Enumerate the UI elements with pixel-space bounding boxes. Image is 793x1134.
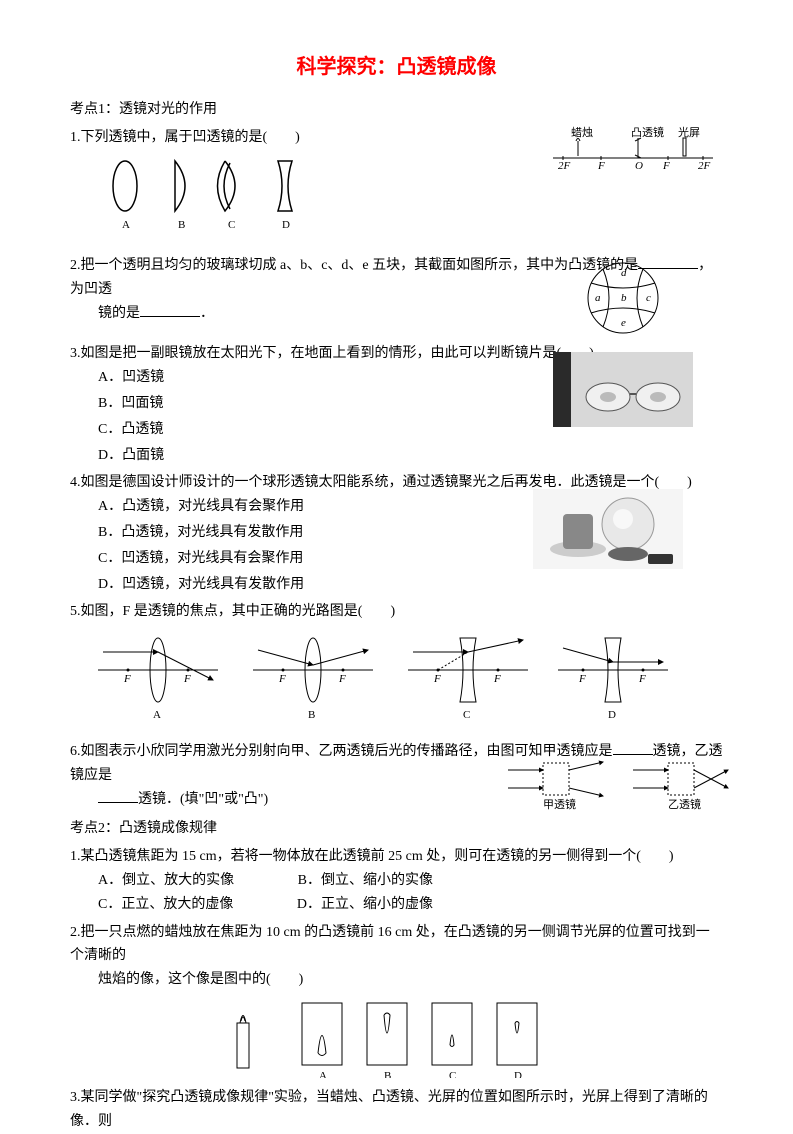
label-lens: 凸透镜 xyxy=(631,126,664,139)
t1-q4: 4.如图是德国设计师设计的一个球形透镜太阳能系统，通过透镜聚光之后再发电．此透镜… xyxy=(70,471,723,596)
svg-text:C: C xyxy=(463,709,470,721)
t2-q2: 2.把一只点燃的蜡烛放在焦距为 10 cm 的凸透镜前 16 cm 处，在凸透镜… xyxy=(70,921,723,1078)
page-title: 科学探究：凸透镜成像 xyxy=(70,50,723,84)
svg-text:C: C xyxy=(228,219,235,231)
t1-q5: 5.如图，F 是透镜的焦点，其中正确的光路图是( ) F F A F F B xyxy=(70,600,723,736)
svg-text:C: C xyxy=(449,1070,456,1078)
t1-q6-text-c: 透镜．(填"凹"或"凸") xyxy=(138,792,268,807)
topic2-head: 考点2：凸透镜成像规律 xyxy=(70,817,723,841)
t1-q4-opt-d: D．凹透镜，对光线具有发散作用 xyxy=(98,573,723,597)
blank xyxy=(140,303,200,317)
svg-text:F: F xyxy=(123,673,131,685)
svg-text:c: c xyxy=(646,292,651,304)
svg-text:F: F xyxy=(638,673,646,685)
t1-q3: 3.如图是把一副眼镜放在太阳光下，在地面上看到的情形，由此可以判断镜片是( ) … xyxy=(70,342,723,467)
two-lens-rays: 甲透镜 乙透镜 xyxy=(503,758,733,813)
optical-bench-diagram: 蜡烛 凸透镜 光屏 2F F O F 2F xyxy=(543,126,723,176)
svg-text:B: B xyxy=(178,219,185,231)
svg-text:F: F xyxy=(662,160,670,172)
t2-q2-text-b: 烛焰的像，这个像是图中的( ) xyxy=(98,972,303,987)
svg-text:F: F xyxy=(493,673,501,685)
label-screen: 光屏 xyxy=(678,126,700,139)
t2-q1-opt-b: B．倒立、缩小的实像 xyxy=(298,869,433,893)
sphere-lens-photo xyxy=(533,489,683,569)
svg-text:乙透镜: 乙透镜 xyxy=(668,797,701,811)
blank xyxy=(98,789,138,803)
five-candle-images: A B C D xyxy=(217,998,577,1078)
four-lens-shapes: A B C D xyxy=(100,156,330,236)
svg-text:D: D xyxy=(608,709,616,721)
svg-text:a: a xyxy=(595,292,601,304)
t2-q1-opt-a: A．倒立、放大的实像 xyxy=(98,869,234,893)
svg-text:A: A xyxy=(153,709,161,721)
svg-text:A: A xyxy=(319,1070,327,1078)
svg-text:F: F xyxy=(278,673,286,685)
t1-q6: 6.如图表示小欣同学用激光分别射向甲、乙两透镜后光的传播路径，由图可知甲透镜应是… xyxy=(70,740,723,811)
svg-text:F: F xyxy=(578,673,586,685)
t1-q2: 2.把一个透明且均匀的玻璃球切成 a、b、c、d、e 五块，其截面如图所示，其中… xyxy=(70,254,723,338)
t1-q2-text-a: 2.把一个透明且均匀的玻璃球切成 a、b、c、d、e 五块，其截面如图所示，其中… xyxy=(70,258,638,273)
t2-q1-text: 1.某凸透镜焦距为 15 cm，若将一物体放在此透镜前 25 cm 处，则可在透… xyxy=(70,845,723,869)
t2-q1: 1.某凸透镜焦距为 15 cm，若将一物体放在此透镜前 25 cm 处，则可在透… xyxy=(70,845,723,916)
svg-text:F: F xyxy=(183,673,191,685)
t1-q3-opt-d: D．凸面镜 xyxy=(98,444,723,468)
svg-text:F: F xyxy=(433,673,441,685)
t2-q3-text: 3.某同学做"探究凸透镜成像规律"实验，当蜡烛、凸透镜、光屏的位置如图所示时，光… xyxy=(70,1086,723,1134)
glasses-photo xyxy=(553,352,693,427)
t1-q5-text: 5.如图，F 是透镜的焦点，其中正确的光路图是( ) xyxy=(70,600,723,624)
t2-q1-opt-d: D．正立、缩小的虚像 xyxy=(297,893,433,917)
svg-text:F: F xyxy=(338,673,346,685)
svg-text:D: D xyxy=(282,219,290,231)
sphere-sections-diagram: a b c d e xyxy=(573,258,673,338)
svg-text:2F: 2F xyxy=(558,160,571,172)
label-candle: 蜡烛 xyxy=(571,126,593,139)
svg-text:B: B xyxy=(384,1070,391,1078)
svg-text:O: O xyxy=(635,160,643,172)
svg-text:D: D xyxy=(514,1070,522,1078)
t1-q1: 1.下列透镜中，属于凹透镜的是( ) 蜡烛 凸透镜 光屏 2F F O F 2F… xyxy=(70,126,723,251)
t1-q2-text-c: 镜的是 xyxy=(98,306,140,321)
svg-text:甲透镜: 甲透镜 xyxy=(543,797,576,811)
svg-text:A: A xyxy=(122,219,130,231)
svg-text:2F: 2F xyxy=(698,160,711,172)
t1-q2-text-d: ． xyxy=(200,306,214,321)
topic1-head: 考点1：透镜对光的作用 xyxy=(70,98,723,122)
svg-text:F: F xyxy=(597,160,605,172)
svg-text:b: b xyxy=(621,292,627,304)
svg-text:B: B xyxy=(308,709,315,721)
four-ray-diagrams: F F A F F B F F C xyxy=(88,630,668,725)
t1-q6-text-a: 6.如图表示小欣同学用激光分别射向甲、乙两透镜后光的传播路径，由图可知甲透镜应是 xyxy=(70,744,613,759)
t2-q1-opt-c: C．正立、放大的虚像 xyxy=(98,893,233,917)
t2-q3: 3.某同学做"探究凸透镜成像规律"实验，当蜡烛、凸透镜、光屏的位置如图所示时，光… xyxy=(70,1086,723,1134)
svg-text:d: d xyxy=(621,267,627,279)
t2-q2-text-a: 2.把一只点燃的蜡烛放在焦距为 10 cm 的凸透镜前 16 cm 处，在凸透镜… xyxy=(70,925,710,964)
svg-text:e: e xyxy=(621,317,626,329)
blank xyxy=(613,741,653,755)
